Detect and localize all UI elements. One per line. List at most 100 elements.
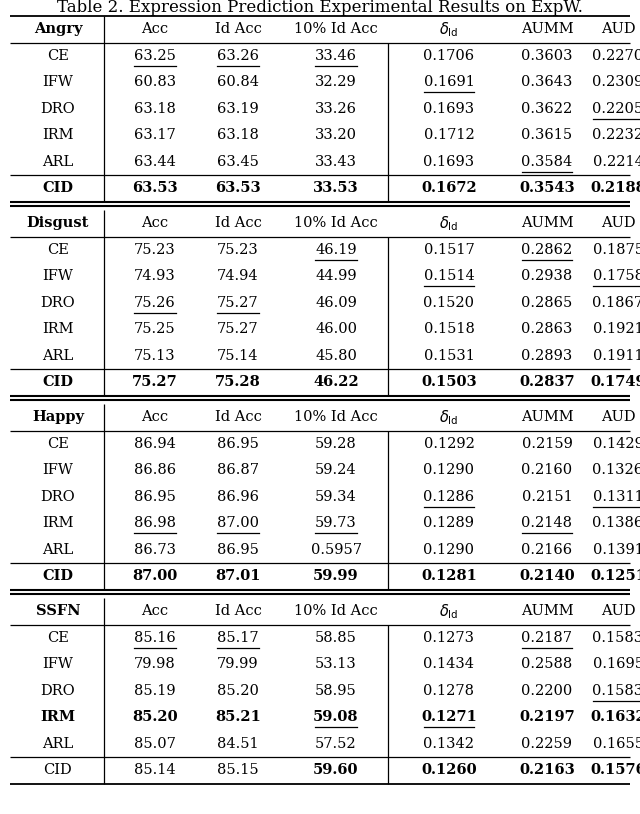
Text: 0.2214: 0.2214 [593, 155, 640, 168]
Text: Acc: Acc [141, 410, 168, 424]
Text: Id Acc: Id Acc [214, 22, 261, 37]
Text: Acc: Acc [141, 604, 168, 619]
Text: 74.94: 74.94 [217, 269, 259, 283]
Text: 75.25: 75.25 [134, 322, 176, 336]
Text: 86.98: 86.98 [134, 516, 176, 530]
Text: 75.23: 75.23 [134, 243, 176, 256]
Text: CID: CID [42, 569, 74, 584]
Text: 0.1691: 0.1691 [424, 75, 474, 90]
Text: CID: CID [44, 764, 72, 777]
Text: 0.1503: 0.1503 [421, 375, 477, 389]
Text: 63.17: 63.17 [134, 129, 176, 142]
Text: 85.19: 85.19 [134, 684, 176, 698]
Text: 0.1271: 0.1271 [421, 711, 477, 724]
Text: 0.1875: 0.1875 [593, 243, 640, 256]
Text: AUD: AUD [601, 604, 636, 619]
Text: 59.73: 59.73 [315, 516, 357, 530]
Text: 75.27: 75.27 [132, 375, 178, 389]
Text: 75.13: 75.13 [134, 348, 176, 363]
Text: 0.1576: 0.1576 [590, 764, 640, 777]
Text: 86.96: 86.96 [217, 490, 259, 504]
Text: 46.22: 46.22 [313, 375, 359, 389]
Text: 0.1260: 0.1260 [421, 764, 477, 777]
Text: 85.17: 85.17 [217, 631, 259, 645]
Text: 0.1672: 0.1672 [421, 182, 477, 195]
Text: 86.95: 86.95 [217, 437, 259, 451]
Text: 0.2188: 0.2188 [590, 182, 640, 195]
Text: 85.16: 85.16 [134, 631, 176, 645]
Text: Acc: Acc [141, 22, 168, 37]
Text: Id Acc: Id Acc [214, 217, 261, 230]
Text: 79.98: 79.98 [134, 657, 176, 672]
Text: 75.27: 75.27 [217, 295, 259, 310]
Text: 0.2200: 0.2200 [522, 684, 573, 698]
Text: Id Acc: Id Acc [214, 410, 261, 424]
Text: $\delta_{\mathrm{Id}}$: $\delta_{\mathrm{Id}}$ [439, 214, 459, 233]
Text: 53.13: 53.13 [315, 657, 357, 672]
Text: Happy: Happy [32, 410, 84, 424]
Text: 0.2270: 0.2270 [593, 49, 640, 63]
Text: 63.25: 63.25 [134, 49, 176, 63]
Text: Disgust: Disgust [27, 217, 89, 230]
Text: 33.46: 33.46 [315, 49, 357, 63]
Text: 59.08: 59.08 [313, 711, 359, 724]
Text: 45.80: 45.80 [315, 348, 357, 363]
Text: 0.3584: 0.3584 [522, 155, 573, 168]
Text: 60.83: 60.83 [134, 75, 176, 90]
Text: 0.1517: 0.1517 [424, 243, 474, 256]
Text: 85.15: 85.15 [217, 764, 259, 777]
Text: 0.1391: 0.1391 [593, 543, 640, 557]
Text: IFW: IFW [43, 75, 74, 90]
Text: 63.18: 63.18 [217, 129, 259, 142]
Text: 87.01: 87.01 [215, 569, 260, 584]
Text: IFW: IFW [43, 269, 74, 283]
Text: 10% Id Acc: 10% Id Acc [294, 604, 378, 619]
Text: 0.3543: 0.3543 [519, 182, 575, 195]
Text: 0.1514: 0.1514 [424, 269, 474, 283]
Text: 0.2259: 0.2259 [522, 737, 573, 751]
Text: SSFN: SSFN [36, 604, 80, 619]
Text: 0.2865: 0.2865 [522, 295, 573, 310]
Text: 0.1311: 0.1311 [593, 490, 640, 504]
Text: 58.95: 58.95 [315, 684, 357, 698]
Text: 75.26: 75.26 [134, 295, 176, 310]
Text: 0.2159: 0.2159 [522, 437, 572, 451]
Text: 0.3615: 0.3615 [522, 129, 573, 142]
Text: 0.1273: 0.1273 [424, 631, 474, 645]
Text: ARL: ARL [42, 543, 74, 557]
Text: 0.1758: 0.1758 [593, 269, 640, 283]
Text: IRM: IRM [42, 322, 74, 336]
Text: 87.00: 87.00 [217, 516, 259, 530]
Text: 0.1911: 0.1911 [593, 348, 640, 363]
Text: CE: CE [47, 243, 69, 256]
Text: 59.34: 59.34 [315, 490, 357, 504]
Text: 74.93: 74.93 [134, 269, 176, 283]
Text: 59.60: 59.60 [313, 764, 359, 777]
Text: 79.99: 79.99 [217, 657, 259, 672]
Text: AUD: AUD [601, 22, 636, 37]
Text: 0.3603: 0.3603 [521, 49, 573, 63]
Text: 0.1583: 0.1583 [593, 631, 640, 645]
Text: CE: CE [47, 49, 69, 63]
Text: 0.2205: 0.2205 [593, 102, 640, 116]
Text: 63.45: 63.45 [217, 155, 259, 168]
Text: 0.1326: 0.1326 [593, 463, 640, 477]
Text: 63.19: 63.19 [217, 102, 259, 116]
Text: 87.00: 87.00 [132, 569, 178, 584]
Text: 0.1632: 0.1632 [590, 711, 640, 724]
Text: AUMM: AUMM [521, 217, 573, 230]
Text: 58.85: 58.85 [315, 631, 357, 645]
Text: 0.1290: 0.1290 [424, 543, 474, 557]
Text: AUMM: AUMM [521, 410, 573, 424]
Text: CID: CID [42, 182, 74, 195]
Text: 0.2197: 0.2197 [519, 711, 575, 724]
Text: 0.2862: 0.2862 [522, 243, 573, 256]
Text: 0.1749: 0.1749 [590, 375, 640, 389]
Text: 0.1278: 0.1278 [424, 684, 474, 698]
Text: 59.24: 59.24 [315, 463, 357, 477]
Text: 0.2588: 0.2588 [522, 657, 573, 672]
Text: 0.2160: 0.2160 [522, 463, 573, 477]
Text: 60.84: 60.84 [217, 75, 259, 90]
Text: Table 2. Expression Prediction Experimental Results on ExpW.: Table 2. Expression Prediction Experimen… [57, 0, 583, 16]
Text: 0.2187: 0.2187 [522, 631, 573, 645]
